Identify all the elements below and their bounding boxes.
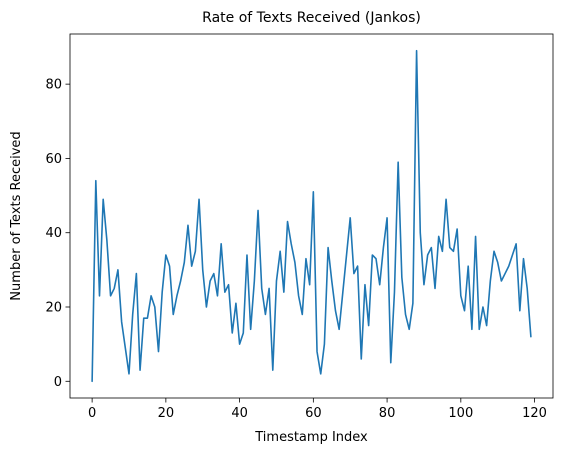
x-axis-title: Timestamp Index [254,430,368,445]
axes [69,33,554,399]
y-tick-label: 80 [45,78,62,93]
x-tick-label: 40 [231,406,248,421]
ticks: 0 20 40 60 80 100 120 0 20 40 60 80 [45,78,547,421]
x-tick-label: 120 [522,406,547,421]
x-tick-label: 20 [158,406,175,421]
y-tick-label: 0 [54,375,62,390]
x-tick-label: 0 [88,406,96,421]
series-line [91,49,532,383]
plot-frame [69,33,554,399]
y-tick-label: 60 [45,152,62,167]
y-tick-label: 40 [45,226,62,241]
chart-title: Rate of Texts Received (Jankos) [202,10,421,26]
series-layer [91,49,532,383]
y-tick-label: 20 [45,301,62,316]
x-tick-label: 100 [448,406,473,421]
x-tick-label: 60 [305,406,322,421]
y-axis-title: Number of Texts Received [9,131,24,300]
x-tick-label: 80 [379,406,396,421]
